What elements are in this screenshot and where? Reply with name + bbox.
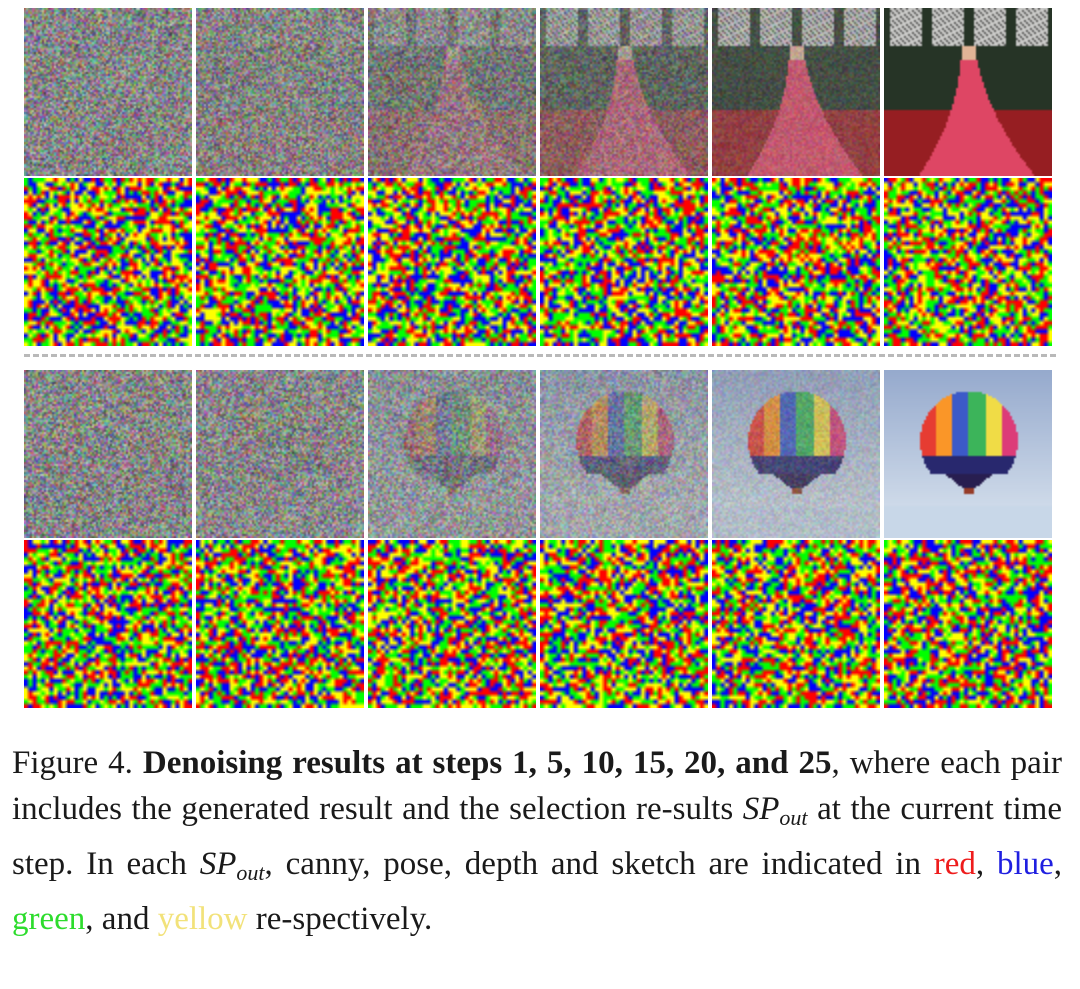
selection-map-step-1 xyxy=(24,540,192,708)
selection-map-step-10 xyxy=(368,540,536,708)
row-balloon-selection xyxy=(24,540,1054,708)
dashed-divider xyxy=(24,354,1056,357)
sp-out-math: SPout xyxy=(199,846,265,885)
selection-map-step-10 xyxy=(368,178,536,346)
row-golden-globe-selection xyxy=(24,178,1054,346)
image-cell xyxy=(368,370,536,538)
image-cell xyxy=(712,8,880,176)
selection-map-step-20 xyxy=(712,540,880,708)
generated-image-step-1 xyxy=(24,8,192,176)
selection-map-step-5 xyxy=(196,540,364,708)
selection-cell xyxy=(540,540,708,708)
image-cell xyxy=(196,8,364,176)
image-cell xyxy=(540,370,708,538)
caption-bold: Denoising results at steps 1, 5, 10, 15,… xyxy=(142,745,832,781)
generated-image-step-1 xyxy=(24,370,192,538)
legend-blue-word: blue xyxy=(996,846,1054,882)
sp-out-math: SPout xyxy=(742,791,808,830)
selection-map-step-1 xyxy=(24,178,192,346)
generated-image-step-20 xyxy=(712,8,880,176)
selection-cell xyxy=(196,540,364,708)
selection-cell xyxy=(368,540,536,708)
caption-label: Figure 4. xyxy=(12,745,133,781)
row-balloon-generated xyxy=(24,370,1054,538)
generated-image-step-15 xyxy=(540,370,708,538)
selection-cell xyxy=(24,178,192,346)
generated-image-step-15 xyxy=(540,8,708,176)
selection-map-step-25 xyxy=(884,540,1052,708)
caption-text: at the current time step. In each xyxy=(12,791,1062,882)
selection-cell xyxy=(540,178,708,346)
image-cell xyxy=(540,8,708,176)
selection-cell xyxy=(24,540,192,708)
figure-caption: Figure 4. Denoising results at steps 1, … xyxy=(12,745,1063,937)
legend-red-word: red xyxy=(933,846,976,882)
selection-map-step-15 xyxy=(540,540,708,708)
generated-image-step-25 xyxy=(884,8,1052,176)
generated-image-step-25 xyxy=(884,370,1052,538)
selection-cell xyxy=(712,178,880,346)
image-cell xyxy=(368,8,536,176)
selection-cell xyxy=(884,540,1052,708)
legend-green-word: green xyxy=(12,901,86,937)
selection-map-step-5 xyxy=(196,178,364,346)
generated-image-step-20 xyxy=(712,370,880,538)
image-cell xyxy=(884,370,1052,538)
image-cell xyxy=(196,370,364,538)
row-golden-globe-generated xyxy=(24,8,1054,176)
selection-map-step-25 xyxy=(884,178,1052,346)
caption-text: re-spectively. xyxy=(247,901,433,937)
image-cell xyxy=(24,8,192,176)
selection-cell xyxy=(196,178,364,346)
generated-image-step-5 xyxy=(196,370,364,538)
selection-map-step-15 xyxy=(540,178,708,346)
generated-image-step-10 xyxy=(368,8,536,176)
generated-image-step-10 xyxy=(368,370,536,538)
selection-cell xyxy=(368,178,536,346)
selection-cell xyxy=(712,540,880,708)
caption-text: , where each pair includes the generated… xyxy=(12,745,1062,827)
caption-text: , canny, pose, depth and sketch are indi… xyxy=(264,846,934,882)
generated-image-step-5 xyxy=(196,8,364,176)
image-cell xyxy=(24,370,192,538)
image-cell xyxy=(712,370,880,538)
selection-map-step-20 xyxy=(712,178,880,346)
image-cell xyxy=(884,8,1052,176)
selection-cell xyxy=(884,178,1052,346)
legend-yellow-word: yellow xyxy=(157,901,248,937)
